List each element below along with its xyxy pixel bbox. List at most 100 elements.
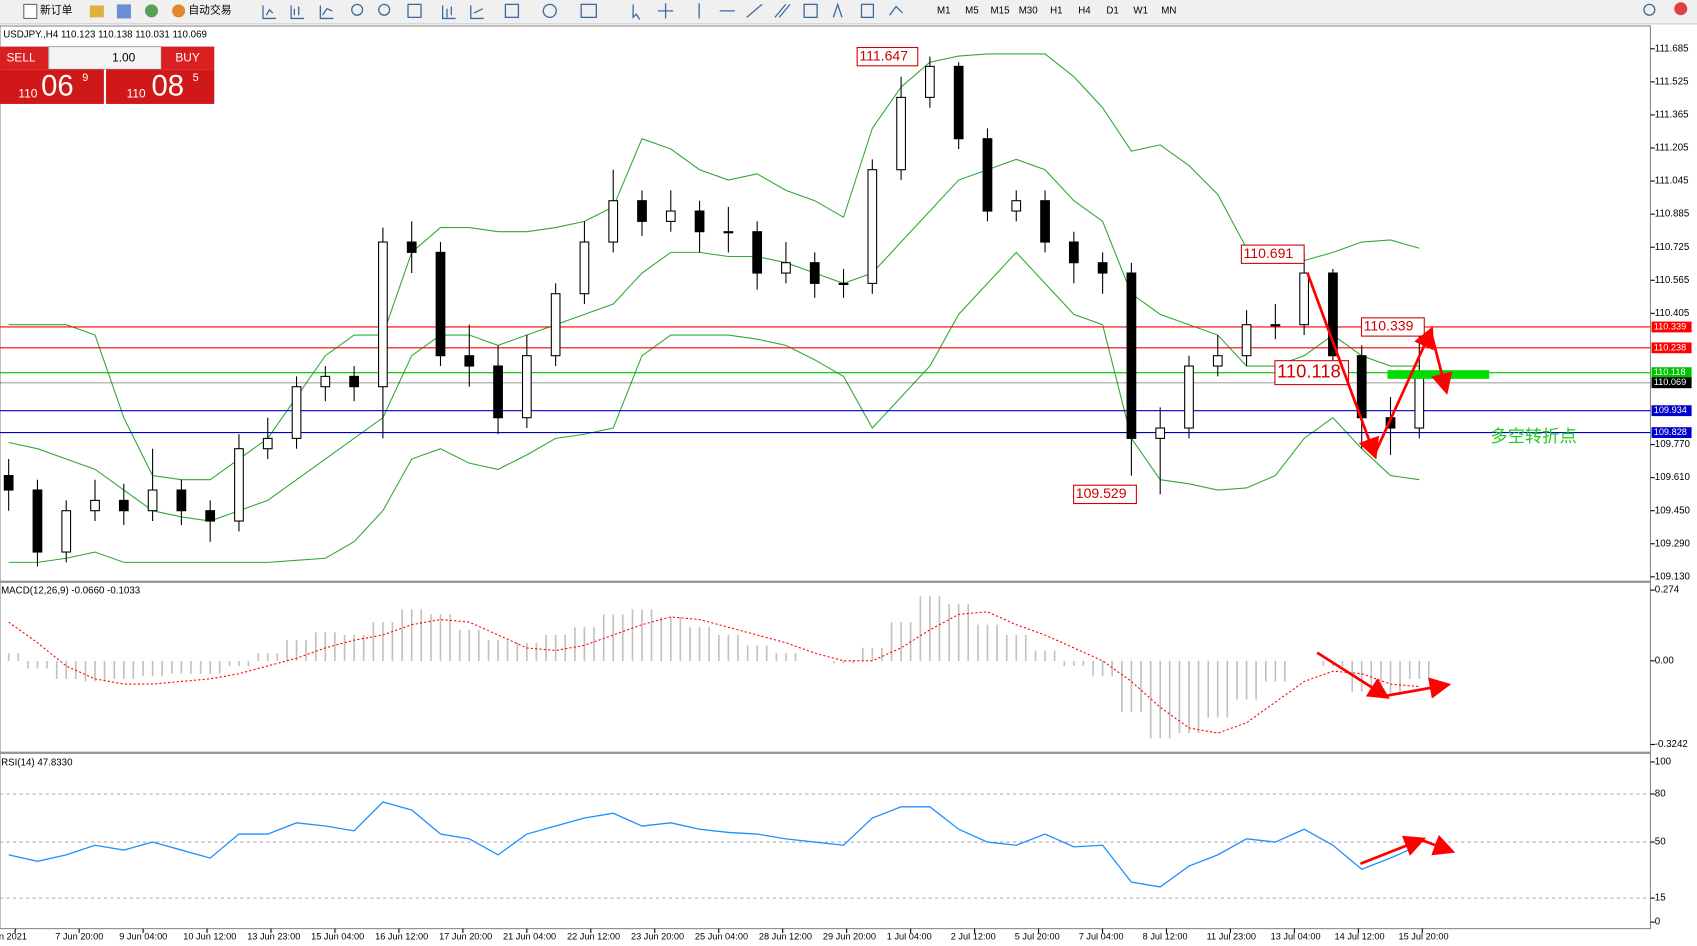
y-tick-label: 111.685 (1655, 43, 1689, 54)
bid-main: 06 (41, 70, 74, 102)
level-label-box (1651, 405, 1692, 417)
arrow (1420, 834, 1456, 856)
icon[interactable] (319, 5, 334, 20)
lot-input[interactable] (48, 46, 162, 70)
x-tick-label: 21 Jun 04:00 (503, 932, 556, 942)
y-tick-label: 0.274 (1655, 585, 1680, 596)
x-tick-label: 29 Jun 20:00 (823, 932, 876, 942)
candle-body (1155, 427, 1166, 439)
icon[interactable] (658, 3, 674, 19)
x-tick-label: 8 Jul 12:00 (1143, 932, 1188, 942)
candle-body (1097, 262, 1108, 274)
ask-big: 110 (127, 86, 146, 100)
candle-body (637, 200, 647, 222)
level-label-box (1651, 377, 1692, 389)
icon[interactable] (262, 5, 276, 20)
candle-body (550, 293, 561, 357)
timeframe-button[interactable]: W1 (1133, 5, 1148, 16)
icon[interactable] (89, 5, 104, 18)
y-tick-label: 109.610 (1655, 472, 1691, 483)
icon[interactable] (632, 4, 641, 20)
auto-trading-button[interactable]: 自动交易 (188, 3, 231, 17)
x-tick-label: 2 Jul 12:00 (951, 932, 996, 942)
candle-body (291, 386, 302, 439)
candle-body (205, 510, 216, 522)
icon[interactable] (504, 3, 520, 19)
ask-pip: 5 (193, 72, 199, 84)
buy-button[interactable] (161, 46, 215, 70)
timeframe-button[interactable]: MN (1161, 5, 1176, 16)
new-order-button[interactable]: 新订单 (40, 3, 73, 17)
y-tick-label: 109.770 (1655, 439, 1691, 450)
icon[interactable] (470, 5, 484, 20)
price-annotation: 110.691 (1244, 245, 1294, 261)
lot-value[interactable]: 1.00 (112, 51, 136, 65)
price-annotation-box (856, 46, 919, 67)
sell-button[interactable] (0, 46, 49, 70)
icon[interactable] (351, 3, 364, 16)
x-tick-label: 10 Jun 12:00 (183, 932, 236, 942)
icon[interactable] (116, 4, 131, 19)
one-click-trading: SELL 1.00 BUY 110 06 9 110 08 5 (0, 46, 215, 104)
icon[interactable] (832, 2, 843, 18)
timeframe-button[interactable]: M15 (991, 5, 1010, 16)
candle-body (1414, 371, 1425, 429)
icon[interactable] (407, 3, 422, 19)
candle-body (1126, 272, 1137, 439)
bid-box[interactable] (0, 69, 104, 104)
rsi-title: RSI(14) 47.8330 (1, 758, 73, 769)
notification-badge[interactable] (1674, 2, 1688, 16)
candle-body (694, 210, 705, 233)
arrow (1316, 651, 1390, 699)
x-tick-label: 15 Jul 20:00 (1399, 932, 1449, 942)
timeframe-button[interactable]: M1 (937, 5, 951, 16)
price-annotation: 110.118 (1277, 361, 1341, 382)
candle-body (521, 355, 532, 419)
timeframe-button[interactable]: H1 (1050, 5, 1062, 16)
candle-body (435, 251, 446, 357)
timeframe-button[interactable]: H4 (1078, 5, 1091, 16)
icon[interactable] (542, 3, 557, 19)
icon[interactable] (803, 3, 818, 19)
icon[interactable] (290, 5, 305, 20)
icon[interactable] (378, 3, 391, 16)
candle-body (1270, 324, 1281, 327)
icon[interactable] (441, 5, 456, 20)
arrow (1306, 272, 1380, 460)
level-label: 110.238 (1654, 342, 1687, 352)
level-label: 109.828 (1654, 427, 1687, 437)
x-tick-label: 11 Jul 23:00 (1207, 932, 1256, 942)
candle-body (953, 65, 964, 140)
y-tick-label: 0 (1655, 917, 1661, 928)
level-label-box (1651, 321, 1692, 333)
x-tick-label: 17 Jun 20:00 (439, 932, 492, 942)
x-tick-label: 9 Jun 04:00 (119, 932, 167, 942)
ask-box[interactable] (106, 69, 215, 104)
candle-body (320, 375, 331, 388)
x-tick-label: 22 Jun 12:00 (567, 932, 620, 942)
icon[interactable] (889, 5, 904, 16)
icon[interactable] (698, 3, 763, 19)
icon[interactable] (145, 4, 159, 18)
y-tick-label: 0.00 (1655, 655, 1675, 666)
timeframe-button[interactable]: M30 (1019, 5, 1039, 16)
x-tick-label: 15 Jun 04:00 (311, 932, 364, 942)
y-tick-label: 111.045 (1655, 176, 1689, 187)
timeframe-button[interactable]: M5 (965, 5, 979, 16)
auto-trading-icon[interactable] (172, 4, 186, 18)
icon[interactable] (580, 3, 597, 19)
search-icon[interactable] (1643, 3, 1656, 16)
timeframe-button[interactable]: D1 (1106, 5, 1118, 16)
price-annotation: 111.647 (859, 47, 908, 63)
axes: 111.685 111.525 111.365 111.205 111.045 110.8… (0, 43, 1692, 942)
candle-body (118, 499, 129, 512)
icon[interactable] (860, 3, 875, 19)
price-chart-title: USDJPY.,H4 110.123 110.138 110.031 110.0… (3, 29, 207, 40)
new-order-icon[interactable] (23, 3, 38, 19)
y-tick-label: 111.365 (1655, 110, 1689, 121)
icon[interactable] (774, 3, 791, 18)
toolbar-icons (262, 2, 1656, 20)
bid-big: 110 (18, 86, 37, 100)
x-tick-label: 23 Jun 20:00 (631, 932, 684, 942)
